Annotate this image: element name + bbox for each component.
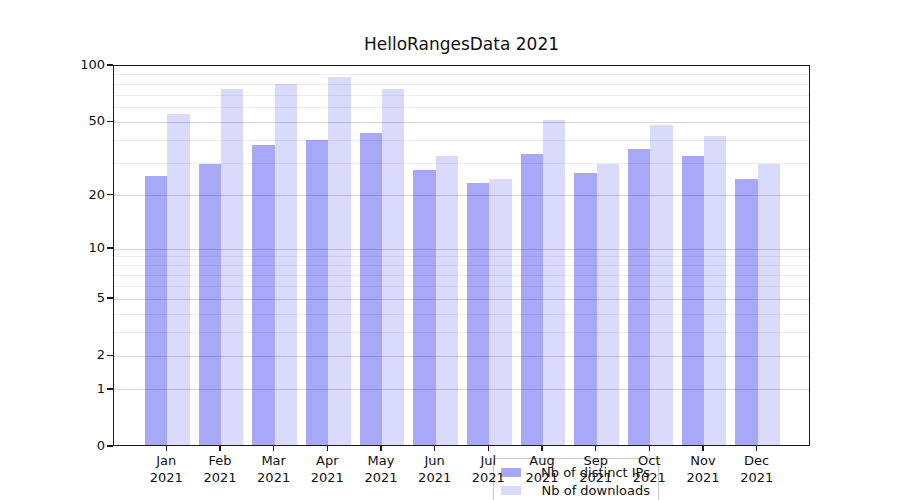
y-tick-label-1: 1 [61,381,105,397]
bar-ips-oct-2021 [628,149,650,445]
x-tick-mark-dec-2021 [756,446,758,451]
bar-chart-figure: HelloRangesData 2021 Nb of distinct IPs … [0,0,900,500]
legend-swatch-downloads-icon [501,486,521,495]
bar-ips-jun-2021 [413,170,435,445]
bar-downloads-feb-2021 [221,89,243,445]
x-tick-mark-jul-2021 [488,446,490,451]
y-tick-mark-0 [107,445,113,447]
bar-ips-feb-2021 [199,164,221,445]
y-tick-label-100: 100 [61,57,105,73]
x-tick-mark-oct-2021 [649,446,651,451]
gridline-minor-80 [114,84,809,85]
bar-downloads-jul-2021 [489,179,511,445]
y-tick-mark-2 [107,355,113,357]
y-tick-mark-1 [107,388,113,390]
x-tick-label-dec-2021: Dec2021 [725,452,789,486]
plot-area: Nb of distinct IPs Nb of downloads [113,65,810,446]
bar-downloads-mar-2021 [275,84,297,445]
y-tick-label-2: 2 [61,347,105,363]
bar-downloads-dec-2021 [758,164,780,445]
bar-ips-apr-2021 [306,140,328,445]
x-tick-mark-aug-2021 [541,446,543,451]
y-tick-label-0: 0 [61,438,105,454]
gridline-minor-90 [114,74,809,75]
bar-downloads-oct-2021 [650,125,672,445]
x-tick-mark-apr-2021 [327,446,329,451]
gridline-major-50 [114,122,809,123]
y-tick-mark-100 [107,64,113,66]
bar-ips-nov-2021 [682,156,704,445]
bar-ips-sep-2021 [574,173,596,445]
bar-ips-dec-2021 [735,179,757,445]
bar-ips-may-2021 [360,133,382,445]
bar-ips-jul-2021 [467,183,489,445]
bar-ips-mar-2021 [252,145,274,445]
bar-downloads-jun-2021 [436,156,458,445]
y-tick-mark-50 [107,121,113,123]
x-tick-mark-may-2021 [380,446,382,451]
x-tick-mark-jan-2021 [166,446,168,451]
x-tick-mark-feb-2021 [219,446,221,451]
y-tick-label-20: 20 [61,187,105,203]
y-tick-mark-20 [107,194,113,196]
y-tick-label-10: 10 [61,240,105,256]
x-tick-mark-sep-2021 [595,446,597,451]
y-tick-label-50: 50 [61,113,105,129]
gridline-minor-60 [114,107,809,108]
bar-downloads-nov-2021 [704,136,726,445]
bar-downloads-apr-2021 [328,77,350,445]
gridline-minor-70 [114,95,809,96]
bar-downloads-jan-2021 [167,114,189,445]
x-tick-mark-nov-2021 [702,446,704,451]
x-tick-mark-mar-2021 [273,446,275,451]
y-tick-label-5: 5 [61,290,105,306]
x-tick-mark-jun-2021 [434,446,436,451]
y-tick-mark-5 [107,297,113,299]
y-tick-mark-10 [107,247,113,249]
bar-ips-aug-2021 [521,154,543,445]
bar-downloads-may-2021 [382,89,404,445]
bar-downloads-sep-2021 [597,164,619,445]
bar-ips-jan-2021 [145,176,167,445]
bar-downloads-aug-2021 [543,120,565,445]
chart-title: HelloRangesData 2021 [113,34,810,54]
